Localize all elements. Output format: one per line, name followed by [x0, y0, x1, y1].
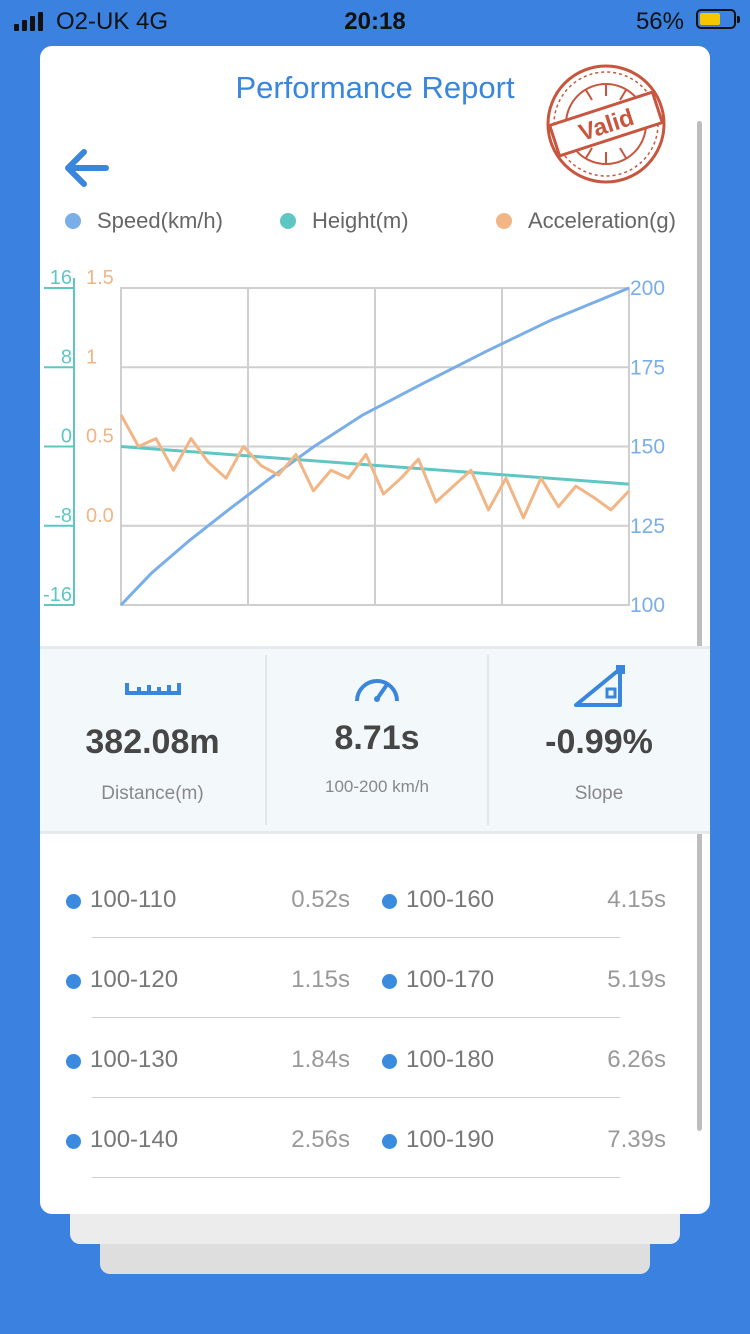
battery-percent: 56%	[635, 8, 684, 35]
row-divider	[92, 1177, 620, 1178]
legend-acceleration[interactable]: Acceleration(g)	[496, 208, 676, 234]
clock: 20:18	[344, 8, 406, 35]
stat-label: 100-200 km/h	[325, 777, 429, 796]
stat-distance: 382.08m Distance(m)	[40, 649, 265, 831]
page-title: Performance Report	[235, 70, 515, 105]
legend-label: Acceleration(g)	[528, 208, 676, 233]
accel-tick-label: 0.0	[86, 505, 114, 527]
battery-icon	[696, 9, 740, 29]
speedometer-icon	[355, 679, 399, 702]
bullet	[66, 974, 81, 989]
stat-acceleration-time: 8.71s 100-200 km/h	[267, 649, 487, 831]
split-range: 100-120	[90, 966, 179, 993]
split-time: 0.52s	[291, 886, 350, 913]
stat-value: 8.71s	[334, 719, 420, 757]
bullet	[382, 1054, 397, 1069]
legend-dot	[65, 213, 81, 229]
ruler-icon	[124, 683, 181, 695]
bullet	[66, 1134, 81, 1149]
stat-slope: -0.99% Slope	[489, 649, 709, 831]
series-line-height	[120, 445, 630, 486]
legend-speed[interactable]: Speed(km/h)	[65, 208, 223, 234]
speed-tick-label: 150	[630, 436, 665, 459]
speed-tick-label: 175	[630, 356, 665, 379]
split-time: 1.15s	[291, 966, 350, 993]
series-line-accel	[119, 414, 631, 520]
carrier-label: O2-UK 4G	[56, 8, 169, 35]
legend-dot	[496, 213, 512, 229]
status-bar: O2-UK 4G 20:18 56%	[0, 0, 750, 40]
stats-panel: 382.08m Distance(m) 8.71s 100-200 km/h -…	[40, 646, 710, 834]
series-line-speed	[119, 286, 630, 607]
accel-tick-label: 1	[86, 346, 97, 368]
height-tick-label: -8	[54, 505, 72, 527]
height-tick-label: 16	[50, 267, 72, 289]
bullet	[66, 894, 81, 909]
row-divider	[92, 1097, 620, 1098]
stat-label: Distance(m)	[101, 783, 204, 804]
split-row: 100-130 1.84s 100-180 6.26s	[40, 1026, 710, 1106]
split-range: 100-180	[406, 1046, 495, 1073]
split-row: 100-110 0.52s 100-160 4.15s	[40, 866, 710, 946]
signal-icon	[14, 12, 43, 31]
split-range: 100-110	[90, 886, 177, 913]
stat-value: -0.99%	[545, 723, 653, 761]
split-time: 6.26s	[607, 1046, 666, 1073]
divider	[265, 655, 267, 825]
accel-tick-label: 1.5	[86, 267, 114, 289]
height-tick-label: 0	[61, 426, 72, 448]
row-divider	[92, 937, 620, 938]
split-time: 5.19s	[607, 966, 666, 993]
split-range: 100-190	[406, 1126, 495, 1153]
split-range: 100-140	[90, 1126, 179, 1153]
back-arrow-icon[interactable]	[58, 144, 114, 192]
split-row: 100-140 2.56s 100-190 7.39s	[40, 1106, 710, 1186]
bullet	[382, 1134, 397, 1149]
split-range: 100-170	[406, 966, 495, 993]
legend-height[interactable]: Height(m)	[280, 208, 409, 234]
speed-tick-label: 200	[630, 277, 665, 300]
split-range: 100-160	[406, 886, 495, 913]
scrollbar[interactable]	[697, 121, 702, 1131]
row-divider	[92, 1017, 620, 1018]
height-tick-label: -16	[43, 584, 72, 606]
split-time: 7.39s	[607, 1126, 666, 1153]
legend-label: Speed(km/h)	[97, 208, 223, 233]
split-time: 4.15s	[607, 886, 666, 913]
performance-chart: 16 8 0 -8 -16 1.5 1 0.5 0.0 200 175 150 125 100	[43, 267, 665, 617]
bullet	[382, 974, 397, 989]
split-time: 2.56s	[291, 1126, 350, 1153]
height-tick-label: 8	[61, 346, 72, 368]
speed-tick-label: 125	[630, 515, 665, 538]
legend-dot	[280, 213, 296, 229]
split-range: 100-130	[90, 1046, 179, 1073]
divider	[487, 655, 489, 825]
speed-tick-label: 100	[630, 594, 665, 617]
split-time: 1.84s	[291, 1046, 350, 1073]
split-row: 100-120 1.15s 100-170 5.19s	[40, 946, 710, 1026]
bullet	[382, 894, 397, 909]
slope-icon	[574, 665, 625, 707]
accel-tick-label: 0.5	[86, 426, 114, 448]
legend-label: Height(m)	[312, 208, 409, 233]
report-card: Performance Report Valid Speed(km/h) Hei…	[40, 46, 710, 1214]
stat-value: 382.08m	[85, 723, 220, 761]
stat-label: Slope	[574, 783, 624, 804]
bullet	[66, 1054, 81, 1069]
valid-stamp-icon: Valid	[546, 64, 666, 184]
